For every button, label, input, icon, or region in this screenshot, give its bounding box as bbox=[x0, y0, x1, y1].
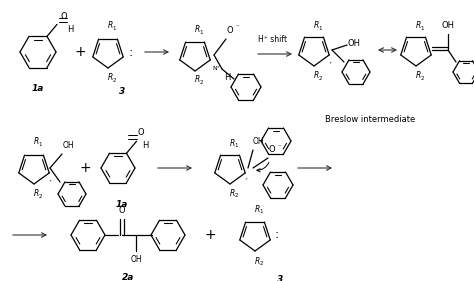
Text: 2: 2 bbox=[234, 193, 238, 198]
Text: R: R bbox=[255, 205, 260, 214]
Text: R: R bbox=[415, 22, 420, 31]
Text: :: : bbox=[275, 228, 279, 241]
Text: R: R bbox=[313, 22, 319, 31]
Text: R: R bbox=[229, 139, 235, 148]
Text: +: + bbox=[74, 45, 86, 59]
Text: ⁺: ⁺ bbox=[245, 178, 247, 183]
Text: 2: 2 bbox=[38, 194, 42, 199]
Text: 2a: 2a bbox=[122, 273, 134, 281]
Text: Breslow intermediate: Breslow intermediate bbox=[325, 115, 415, 124]
Text: H: H bbox=[224, 73, 230, 82]
Text: H⁺ shift: H⁺ shift bbox=[258, 35, 287, 44]
Text: +: + bbox=[79, 161, 91, 175]
Text: H: H bbox=[143, 141, 149, 150]
Text: R: R bbox=[255, 257, 260, 266]
Text: ⁺: ⁺ bbox=[48, 180, 52, 185]
Text: O: O bbox=[61, 12, 68, 21]
Text: 1: 1 bbox=[259, 209, 263, 214]
Text: 2: 2 bbox=[112, 78, 116, 83]
Text: OH: OH bbox=[253, 137, 264, 146]
Text: 1: 1 bbox=[420, 26, 424, 31]
Text: R: R bbox=[313, 71, 319, 80]
Text: 1a: 1a bbox=[116, 200, 128, 209]
Text: N⁺: N⁺ bbox=[212, 65, 220, 71]
Text: O: O bbox=[269, 145, 275, 154]
Text: 3: 3 bbox=[119, 87, 125, 96]
Text: H: H bbox=[67, 25, 73, 34]
Text: OH: OH bbox=[130, 255, 142, 264]
Text: ⁻: ⁻ bbox=[236, 24, 240, 30]
Text: R: R bbox=[229, 189, 235, 198]
Text: OH: OH bbox=[63, 141, 74, 150]
Text: 1: 1 bbox=[112, 26, 116, 31]
Text: O: O bbox=[227, 26, 234, 35]
Text: O: O bbox=[137, 128, 144, 137]
Text: OH: OH bbox=[348, 40, 361, 49]
Text: 3: 3 bbox=[277, 275, 283, 281]
Text: 1: 1 bbox=[38, 142, 42, 147]
Text: O: O bbox=[118, 206, 125, 215]
Text: R: R bbox=[194, 76, 200, 85]
Text: R: R bbox=[33, 189, 38, 198]
Text: R: R bbox=[108, 74, 113, 83]
Text: 2: 2 bbox=[420, 76, 424, 81]
Text: +: + bbox=[204, 228, 216, 242]
Text: 1a: 1a bbox=[32, 84, 44, 93]
Text: 1: 1 bbox=[199, 30, 203, 35]
Text: R: R bbox=[108, 22, 113, 31]
Text: 1: 1 bbox=[234, 143, 238, 148]
Text: 2: 2 bbox=[318, 76, 322, 81]
Text: R: R bbox=[33, 137, 38, 146]
Text: R: R bbox=[415, 71, 420, 80]
Text: 1: 1 bbox=[318, 26, 322, 31]
Text: :: : bbox=[128, 46, 132, 58]
Text: ⁺: ⁺ bbox=[328, 62, 332, 67]
Text: 2: 2 bbox=[199, 80, 203, 85]
Text: 2: 2 bbox=[259, 261, 263, 266]
Text: ⁻: ⁻ bbox=[278, 144, 282, 150]
Text: OH: OH bbox=[441, 21, 455, 30]
Text: R: R bbox=[194, 26, 200, 35]
